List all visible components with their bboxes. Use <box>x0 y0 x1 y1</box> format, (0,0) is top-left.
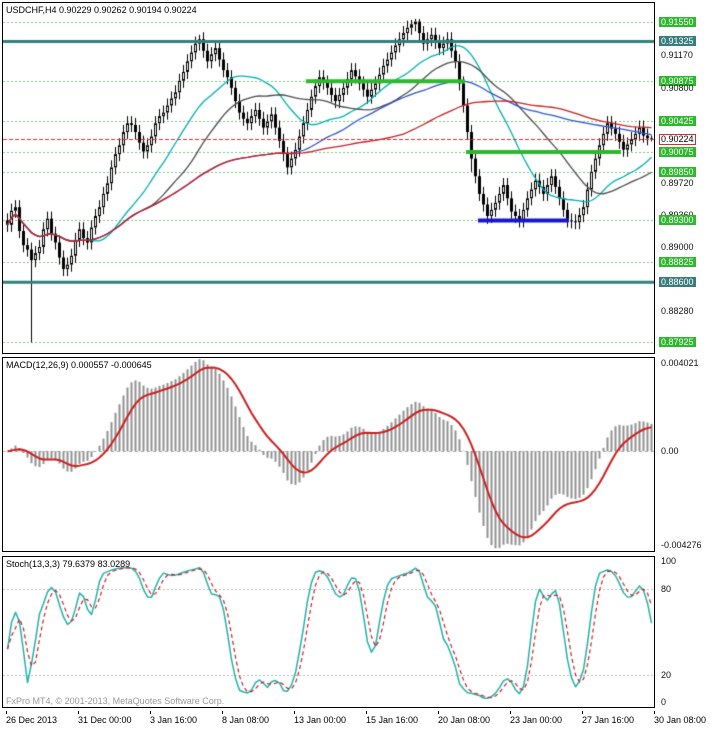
time-axis-label: 23 Jan 00:00 <box>510 715 563 725</box>
time-axis-label: 27 Jan 16:00 <box>582 715 635 725</box>
macd-panel: MACD(12,26,9) 0.000557 -0.000645 <box>2 357 655 552</box>
stochastic-axis[interactable]: 100 80 20 0 <box>659 556 717 708</box>
main-chart-panel: USDCHF,H4 0.90229 0.90262 0.90194 0.9022… <box>2 2 655 354</box>
time-tick <box>150 711 151 714</box>
time-axis-label: 26 Dec 2013 <box>6 715 58 725</box>
price-axis-label: 0.90800 <box>661 83 694 93</box>
time-tick <box>654 711 655 714</box>
macd-axis-label: 0.004021 <box>661 358 699 368</box>
macd-canvas[interactable] <box>3 358 654 551</box>
price-axis[interactable]: 0.91550 0.91325 0.91170 0.90875 0.90800 0.904… <box>659 2 717 355</box>
stochastic-canvas[interactable] <box>3 557 654 707</box>
price-axis-label: 0.89720 <box>661 178 694 188</box>
time-axis[interactable]: 26 Dec 2013 31 Dec 00:00 3 Jan 16:00 8 Jan … <box>2 711 716 728</box>
price-axis-label: 0.91325 <box>659 36 696 46</box>
time-tick <box>6 711 7 714</box>
time-tick <box>78 711 79 714</box>
macd-axis-label: -0.004276 <box>661 540 702 550</box>
price-axis-label: 0.88600 <box>659 277 696 287</box>
stochastic-title: Stoch(13,3,3) 79.6379 83.0289 <box>6 559 131 569</box>
chart-title: USDCHF,H4 0.90229 0.90262 0.90194 0.9022… <box>6 5 197 15</box>
time-axis-label: 20 Jan 08:00 <box>438 715 491 725</box>
price-axis-label: 0.89850 <box>659 167 696 177</box>
price-axis-label: 0.90425 <box>659 116 696 126</box>
price-axis-label: 0.88825 <box>659 257 696 267</box>
macd-axis-label: 0.00 <box>661 446 679 456</box>
price-axis-label: 0.89000 <box>661 242 694 252</box>
time-axis-label: 8 Jan 08:00 <box>222 715 270 725</box>
time-tick <box>366 711 367 714</box>
stochastic-axis-label: 80 <box>661 584 672 594</box>
price-axis-label: 0.91550 <box>659 17 696 27</box>
time-axis-label: 31 Dec 00:00 <box>78 715 132 725</box>
price-axis-label: 0.87925 <box>659 337 696 347</box>
price-axis-label: 0.89300 <box>659 215 696 225</box>
macd-axis[interactable]: 0.004021 0.00 -0.004276 <box>659 357 717 552</box>
time-axis-label: 13 Jan 00:00 <box>294 715 347 725</box>
price-axis-label: 0.90224 <box>659 134 696 145</box>
stochastic-axis-label: 20 <box>661 670 672 680</box>
time-axis-label: 3 Jan 16:00 <box>150 715 198 725</box>
time-axis-label: 30 Jan 08:00 <box>654 715 707 725</box>
candlestick-chart-canvas[interactable] <box>3 3 654 353</box>
price-axis-label: 0.91170 <box>661 50 693 60</box>
time-axis-label: 15 Jan 16:00 <box>366 715 419 725</box>
price-axis-label: 0.88280 <box>661 306 694 316</box>
stochastic-axis-label: 0 <box>661 697 667 707</box>
price-axis-label: 0.90875 <box>659 76 696 86</box>
macd-title: MACD(12,26,9) 0.000557 -0.000645 <box>6 360 152 370</box>
time-tick <box>582 711 583 714</box>
copyright-text: FxPro MT4, © 2001-2013, MetaQuotes Softw… <box>6 696 225 706</box>
stochastic-axis-label: 100 <box>661 556 677 566</box>
price-axis-label: 0.90075 <box>659 147 696 157</box>
stochastic-panel: Stoch(13,3,3) 79.6379 83.0289 FxPro MT4,… <box>2 556 655 708</box>
time-tick <box>294 711 295 714</box>
time-tick <box>222 711 223 714</box>
time-tick <box>510 711 511 714</box>
time-tick <box>438 711 439 714</box>
